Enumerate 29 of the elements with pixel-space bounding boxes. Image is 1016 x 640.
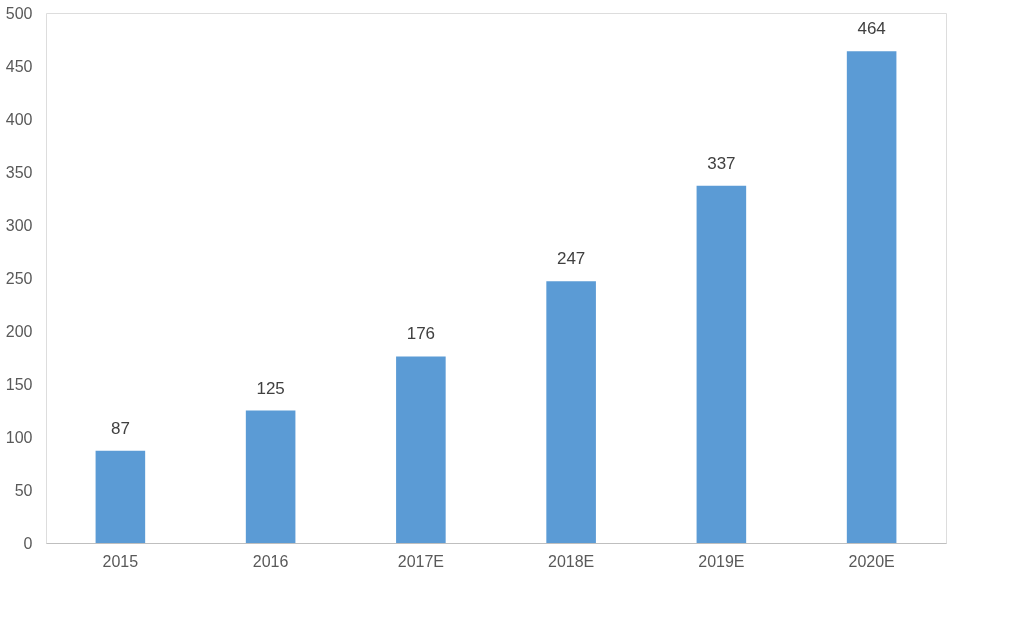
y-tick-label: 250 [5,269,33,287]
y-tick-label: 500 [5,4,33,22]
y-tick-label: 400 [5,110,33,128]
y-tick-label: 300 [5,216,33,234]
x-tick-label: 2018E [547,552,595,570]
y-tick-label: 100 [5,428,33,446]
y-tick-label: 50 [14,481,33,499]
x-tick-label: 2015 [102,552,139,570]
bar [95,450,146,543]
x-tick-label: 2017E [397,552,445,570]
data-label: 464 [857,19,886,39]
data-label: 337 [707,153,736,173]
x-tick-label: 2016 [252,552,289,570]
y-tick-label: 450 [5,57,33,75]
y-tick-label: 200 [5,322,33,340]
x-tick-label: 2020E [848,552,895,570]
bar [396,356,446,543]
y-tick-label: 0 [23,534,33,552]
bar [245,410,296,543]
bar [546,281,596,543]
data-label: 125 [256,378,285,398]
y-tick-label: 350 [5,163,33,181]
data-label: 87 [110,418,130,438]
bar [846,51,897,543]
data-label: 247 [556,249,586,269]
x-tick-label: 2019E [698,552,745,570]
bar [696,185,747,543]
y-tick-label: 150 [5,375,33,393]
data-label: 176 [406,324,436,344]
